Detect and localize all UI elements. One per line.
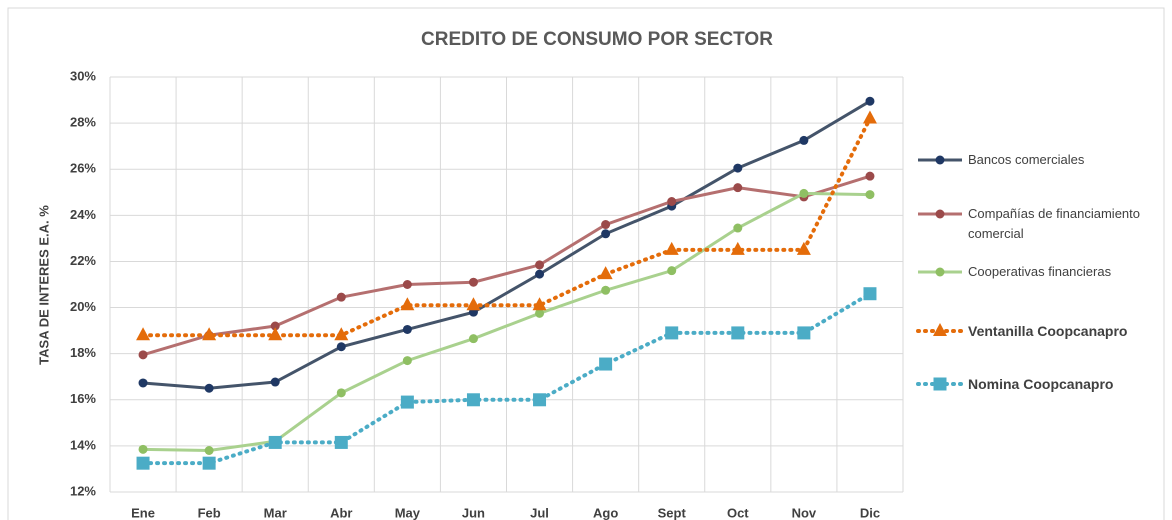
data-point bbox=[733, 163, 743, 173]
y-tick-label: 22% bbox=[70, 253, 96, 268]
x-tick-label: Abr bbox=[330, 505, 352, 520]
data-point bbox=[733, 183, 743, 193]
data-point bbox=[334, 327, 349, 341]
data-point bbox=[466, 297, 481, 311]
data-point bbox=[138, 444, 148, 454]
x-tick-label: Ago bbox=[593, 505, 618, 520]
data-point bbox=[268, 327, 283, 341]
data-point bbox=[797, 326, 811, 340]
data-point bbox=[400, 297, 415, 311]
y-tick-label: 30% bbox=[70, 68, 96, 83]
y-tick-label: 26% bbox=[70, 161, 96, 176]
data-point bbox=[204, 446, 214, 455]
data-point bbox=[402, 280, 412, 289]
data-point bbox=[336, 388, 346, 398]
data-point bbox=[799, 135, 809, 145]
data-point bbox=[468, 277, 478, 287]
x-tick-label: Jul bbox=[530, 505, 549, 520]
legend-marker bbox=[933, 323, 947, 336]
data-point bbox=[336, 292, 346, 302]
data-point bbox=[402, 324, 412, 334]
data-point bbox=[865, 171, 875, 181]
x-tick-label: Ene bbox=[131, 505, 155, 520]
x-tick-label: Jun bbox=[462, 505, 485, 520]
x-tick-label: Feb bbox=[198, 505, 221, 520]
data-point bbox=[400, 395, 414, 409]
data-point bbox=[533, 393, 547, 407]
chart-title: CREDITO DE CONSUMO POR SECTOR bbox=[421, 29, 773, 50]
legend-label: Compañías de financiamiento comercial bbox=[968, 206, 1140, 241]
x-tick-label: Mar bbox=[264, 505, 287, 520]
y-tick-label: 24% bbox=[70, 207, 96, 222]
y-tick-label: 20% bbox=[70, 299, 96, 314]
data-point bbox=[667, 266, 677, 276]
data-point bbox=[731, 326, 745, 340]
data-point bbox=[799, 188, 809, 198]
y-tick-label: 16% bbox=[70, 391, 96, 406]
y-tick-label: 18% bbox=[70, 345, 96, 360]
data-point bbox=[535, 269, 545, 279]
data-point bbox=[535, 260, 545, 270]
data-point bbox=[664, 241, 679, 255]
data-point bbox=[862, 110, 877, 124]
data-point bbox=[136, 456, 150, 470]
legend-label: Ventanilla Coopcanapro bbox=[968, 323, 1128, 339]
data-point bbox=[202, 327, 217, 341]
legend-marker bbox=[935, 209, 945, 219]
x-tick-label: May bbox=[395, 505, 421, 520]
data-point bbox=[270, 377, 280, 387]
data-point bbox=[334, 435, 348, 449]
x-tick-label: Dic bbox=[860, 505, 880, 520]
data-point bbox=[468, 334, 478, 344]
data-point bbox=[136, 327, 151, 341]
legend-label: Cooperativas financieras bbox=[968, 264, 1112, 279]
data-point bbox=[270, 321, 280, 331]
data-point bbox=[601, 220, 611, 230]
data-point bbox=[535, 308, 545, 318]
data-point bbox=[730, 241, 745, 255]
data-point bbox=[268, 435, 282, 449]
data-point bbox=[138, 378, 148, 388]
x-tick-label: Sept bbox=[658, 505, 687, 520]
data-point bbox=[863, 287, 877, 301]
data-point bbox=[599, 357, 613, 371]
legend-label: Bancos comerciales bbox=[968, 152, 1085, 167]
y-tick-label: 14% bbox=[70, 437, 96, 452]
legend-marker bbox=[935, 267, 945, 277]
series-line bbox=[142, 99, 871, 390]
chart-frame bbox=[7, 7, 1165, 520]
series-line bbox=[141, 116, 872, 338]
y-tick-label: 12% bbox=[70, 483, 96, 498]
x-tick-label: Nov bbox=[792, 505, 817, 520]
data-point bbox=[598, 266, 613, 280]
data-point bbox=[865, 96, 875, 106]
data-point bbox=[402, 356, 412, 366]
data-point bbox=[667, 197, 677, 206]
data-point bbox=[601, 285, 611, 295]
data-point bbox=[204, 383, 214, 393]
x-tick-label: Oct bbox=[727, 505, 749, 520]
series-line bbox=[142, 174, 871, 357]
y-axis-label: TASA DE INTERES E.A. % bbox=[36, 205, 51, 365]
series-line bbox=[141, 291, 872, 466]
data-point bbox=[532, 297, 547, 311]
legend-label: Nomina Coopcanapro bbox=[968, 376, 1114, 392]
data-point bbox=[796, 241, 811, 255]
data-point bbox=[202, 456, 216, 470]
legend-marker bbox=[935, 155, 945, 165]
data-point bbox=[466, 393, 480, 407]
data-point bbox=[865, 190, 875, 200]
series-line bbox=[143, 191, 870, 453]
data-point bbox=[601, 229, 611, 239]
data-point bbox=[733, 223, 743, 233]
y-tick-label: 28% bbox=[70, 115, 96, 130]
legend-marker bbox=[933, 377, 947, 391]
data-point bbox=[138, 350, 148, 360]
data-point bbox=[665, 326, 679, 340]
data-point bbox=[336, 342, 346, 352]
